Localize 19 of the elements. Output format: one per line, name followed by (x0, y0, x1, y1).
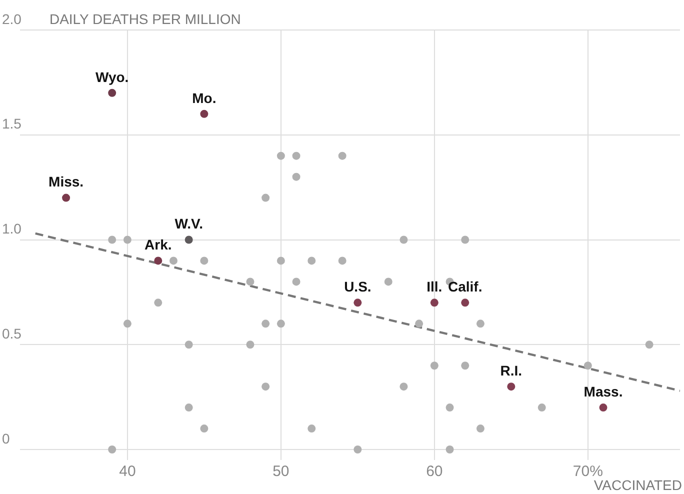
annotation: R.I. (500, 362, 522, 378)
annotation: Miss. (48, 174, 84, 190)
y-axis-title: DAILY DEATHS PER MILLION (49, 10, 241, 27)
annotation: Ark. (144, 236, 172, 253)
annotation: Ill. (426, 278, 442, 295)
annotation: Calif. (448, 278, 482, 295)
y-tick-label: 1.5 (2, 116, 22, 132)
annotation: W.V. (174, 216, 203, 232)
x-tick-label: 60 (426, 463, 443, 480)
x-tick-label: 40 (119, 463, 136, 480)
y-tick-label: 0 (2, 430, 10, 446)
y-tick-label: 0.5 (2, 325, 22, 342)
y-tick-label: 2.0 (2, 10, 22, 27)
y-tick-label: 1.0 (2, 220, 22, 237)
x-tick-label: 50 (272, 463, 290, 480)
annotation: U.S. (344, 278, 372, 295)
annotation: Wyo. (95, 68, 129, 85)
annotation: Mo. (192, 90, 216, 106)
annotation: Mass. (584, 383, 623, 400)
